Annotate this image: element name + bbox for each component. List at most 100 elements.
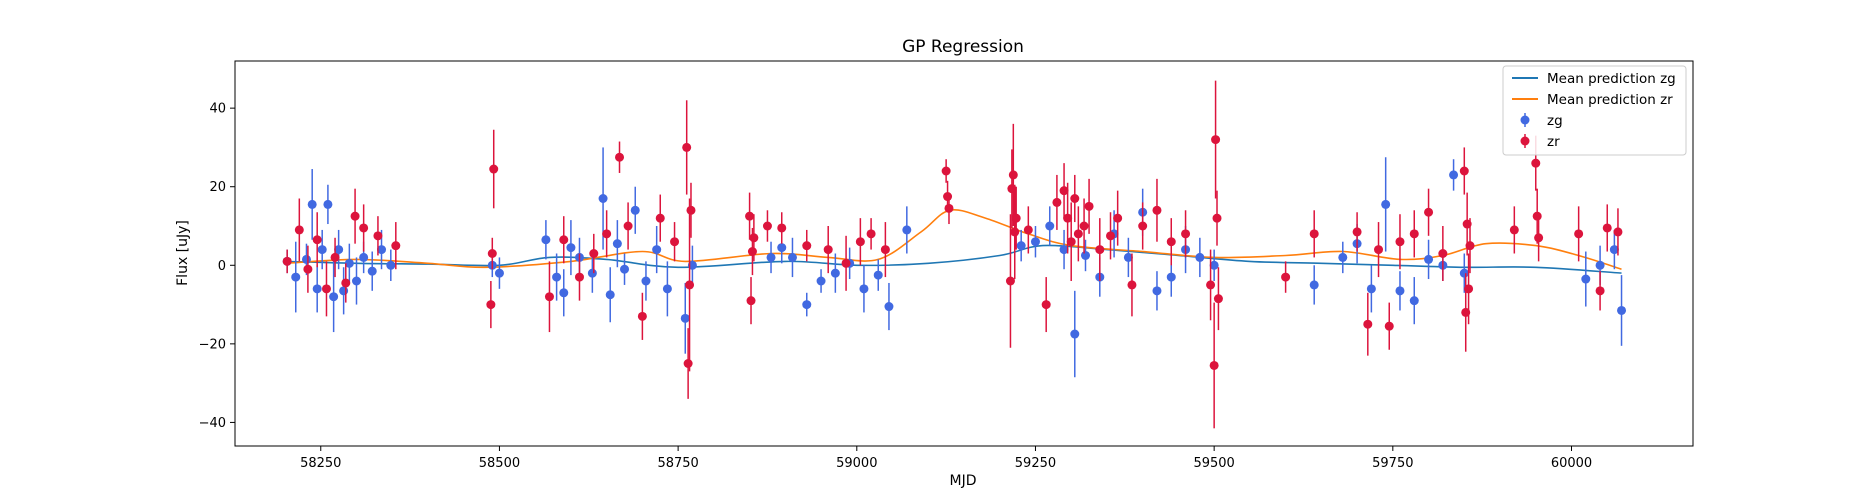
- legend-label-zr: zr: [1547, 134, 1560, 150]
- point-zr: [1613, 227, 1623, 237]
- point-zr: [330, 252, 340, 262]
- point-zg: [680, 313, 690, 323]
- point-zr: [359, 223, 369, 233]
- point-zr: [1052, 197, 1062, 207]
- point-zg: [1016, 241, 1026, 251]
- point-zr: [1209, 360, 1219, 370]
- point-zr: [623, 221, 633, 231]
- x-tick-label: 59750: [1372, 456, 1413, 471]
- point-zr: [589, 249, 599, 258]
- point-zg: [1449, 170, 1459, 180]
- point-zr: [282, 256, 292, 266]
- point-zr: [1010, 227, 1020, 237]
- point-zg: [816, 276, 826, 286]
- point-zg: [662, 284, 672, 294]
- point-zr: [1464, 284, 1474, 294]
- y-tick-label: −40: [199, 416, 226, 431]
- point-zr: [1534, 233, 1544, 243]
- point-zg: [598, 194, 608, 203]
- point-zg: [641, 276, 651, 286]
- point-zr: [745, 211, 755, 221]
- point-zr: [1438, 249, 1448, 258]
- point-zg: [1381, 199, 1391, 209]
- point-zg: [323, 199, 333, 209]
- y-axis-label: Flux [uJy]: [175, 220, 191, 286]
- point-zr: [637, 311, 647, 321]
- point-zr: [685, 280, 695, 290]
- point-zr: [602, 229, 612, 239]
- point-zr: [1213, 294, 1223, 304]
- point-zg: [884, 302, 894, 312]
- point-zg: [1030, 237, 1040, 247]
- point-zr: [1424, 207, 1434, 217]
- point-zg: [339, 286, 349, 296]
- point-zg: [1123, 252, 1133, 262]
- point-zr: [823, 245, 833, 255]
- plot-area: [234, 60, 1694, 447]
- point-zr: [1281, 272, 1291, 282]
- point-zr: [1374, 245, 1384, 255]
- point-zr: [1206, 280, 1216, 290]
- point-zr: [1070, 194, 1080, 203]
- point-zg: [902, 225, 912, 235]
- point-zr: [1309, 229, 1319, 239]
- point-zg: [1152, 286, 1162, 296]
- point-zr: [1509, 225, 1519, 235]
- point-zr: [294, 225, 304, 235]
- point-zr: [1395, 237, 1405, 247]
- point-zg: [1459, 268, 1469, 278]
- point-zg: [802, 300, 812, 310]
- point-zr: [941, 166, 951, 176]
- point-zr: [670, 237, 680, 247]
- point-zr: [749, 233, 759, 243]
- point-zg: [559, 288, 569, 298]
- point-zr: [615, 152, 625, 162]
- point-zg: [1609, 245, 1619, 255]
- point-zg: [1409, 296, 1419, 306]
- x-axis: 58250 58500 58750 59000 59250 59500 59750 60000: [300, 446, 1592, 471]
- point-zr: [1008, 170, 1018, 180]
- point-zr: [1532, 211, 1542, 221]
- x-tick-label: 59000: [836, 456, 877, 471]
- point-zg: [777, 243, 787, 253]
- point-zr: [1095, 245, 1105, 255]
- point-zr: [559, 235, 569, 245]
- point-zg: [317, 245, 327, 255]
- point-zr: [1409, 229, 1419, 239]
- point-zr: [686, 205, 696, 215]
- x-tick-label: 59250: [1015, 456, 1056, 471]
- x-axis-label: MJD: [950, 473, 977, 489]
- legend-swatch-zg-errorbar-marker: [1520, 115, 1530, 125]
- point-zr: [1384, 321, 1394, 331]
- point-zr: [574, 272, 584, 282]
- series-zr: [282, 80, 1623, 429]
- y-tick-label: 0: [218, 259, 226, 274]
- point-zr: [486, 300, 496, 310]
- point-zr: [312, 235, 322, 245]
- point-zg: [605, 290, 615, 300]
- point-zg: [291, 272, 301, 282]
- point-zr: [1595, 286, 1605, 296]
- point-zg: [541, 235, 551, 245]
- point-zr: [1166, 237, 1176, 247]
- point-zr: [1574, 229, 1584, 239]
- point-zg: [312, 284, 322, 294]
- point-zg: [386, 260, 396, 270]
- point-zr: [1602, 223, 1612, 233]
- point-zg: [1395, 286, 1405, 296]
- point-zg: [359, 252, 369, 262]
- x-tick-label: 58250: [300, 456, 341, 471]
- point-zr: [802, 241, 812, 251]
- point-zg: [377, 245, 387, 255]
- legend-label-zr-line: Mean prediction zr: [1547, 92, 1673, 108]
- point-zr: [321, 284, 331, 294]
- point-zr: [1531, 158, 1541, 168]
- point-zg: [873, 270, 883, 280]
- point-zg: [766, 252, 776, 262]
- point-zg: [587, 268, 597, 278]
- point-zr: [655, 213, 665, 223]
- chart-title: GP Regression: [902, 37, 1024, 57]
- point-zg: [1045, 221, 1055, 231]
- point-zr: [747, 247, 757, 257]
- point-zr: [943, 192, 953, 202]
